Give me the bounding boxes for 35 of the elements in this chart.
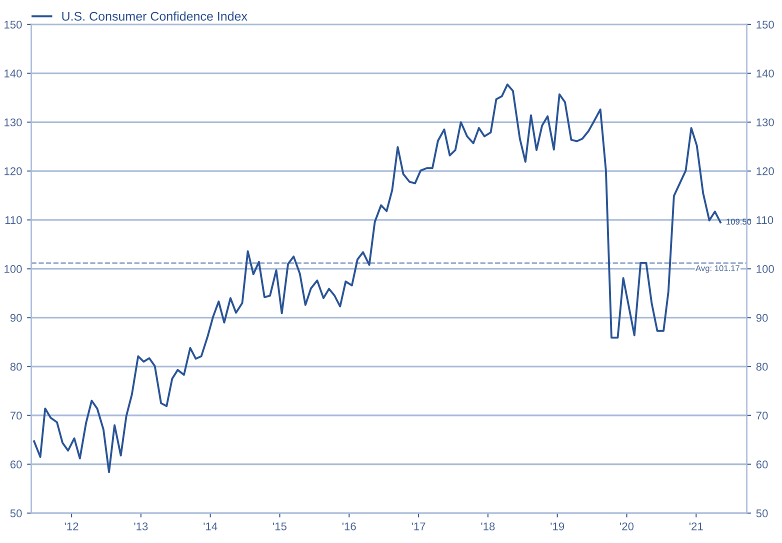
ref-line-label: Avg: 101.17	[696, 265, 740, 273]
y2-tick-label: 130	[756, 118, 774, 126]
x-tick-label: '21	[689, 522, 703, 530]
x-tick-label: '19	[550, 522, 564, 530]
y2-tick-label: 60	[756, 460, 768, 468]
y2-tick-label: 100	[756, 265, 774, 273]
x-tick-label: '18	[481, 522, 495, 530]
y2-tick-label: 110	[756, 216, 774, 224]
y-tick-label: 50	[10, 509, 22, 518]
x-tick-label: '12	[64, 522, 78, 530]
y-tick-label: 110	[5, 216, 22, 224]
text: U.S. Consumer Confidence Index	[62, 12, 248, 21]
x-tick-label: '20	[620, 522, 634, 530]
y-tick-label: 100	[4, 265, 22, 273]
y-tick-label: 150	[4, 20, 22, 29]
y-tick-label: 130	[4, 118, 22, 126]
y-tick-label: 120	[4, 167, 22, 176]
y-tick-label: 60	[10, 460, 22, 468]
annotation: 109.50	[726, 218, 752, 225]
y2-tick-label: 120	[756, 167, 774, 176]
y2-tick-label: 70	[756, 412, 768, 420]
x-tick-label: '13	[134, 522, 148, 530]
y-tick-label: 80	[10, 362, 22, 371]
x-tick-label: '17	[412, 522, 426, 530]
y2-tick-label: 90	[756, 314, 768, 322]
y2-tick-label: 150	[756, 20, 774, 29]
y-tick-label: 70	[10, 412, 22, 420]
y-tick-label: 140	[4, 70, 22, 78]
x-tick-label: '15	[273, 522, 287, 530]
y2-tick-label: 140	[756, 70, 774, 78]
y2-tick-label: 50	[756, 509, 768, 518]
y2-tick-label: 80	[756, 362, 768, 371]
x-tick-label: '14	[204, 522, 218, 530]
y-tick-label: 90	[10, 314, 22, 322]
x-tick-label: '16	[342, 522, 356, 530]
